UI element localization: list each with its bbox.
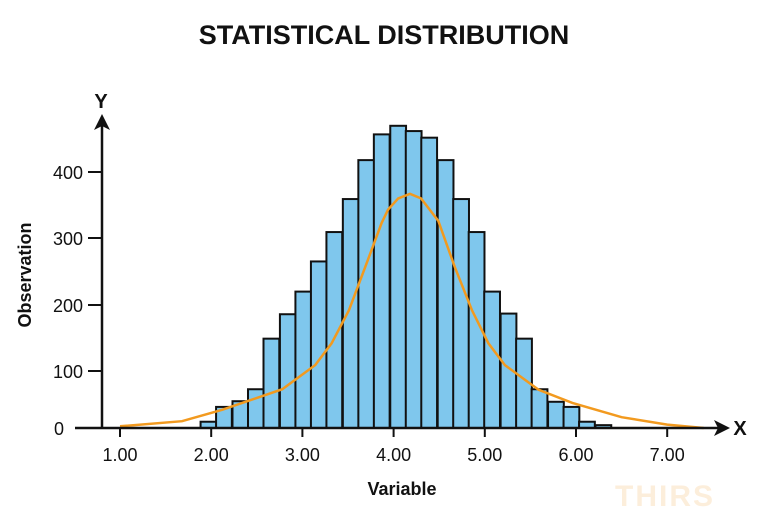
histogram-bar bbox=[372, 133, 391, 429]
y-axis-title: Observation bbox=[15, 222, 35, 327]
y-ticks: 0 100 200 300 400 bbox=[53, 163, 102, 439]
x-tick-label: 5.00 bbox=[467, 445, 502, 465]
histogram-bar bbox=[436, 159, 455, 429]
histogram-bar bbox=[294, 290, 313, 429]
watermark-text: THIRS bbox=[615, 480, 715, 512]
histogram-bar bbox=[404, 130, 423, 430]
x-tick-label: 3.00 bbox=[285, 445, 320, 465]
y-tick-label: 200 bbox=[53, 296, 83, 316]
histogram-bar bbox=[278, 313, 297, 429]
x-tick-label: 4.00 bbox=[376, 445, 411, 465]
x-tick-label: 7.00 bbox=[650, 445, 685, 465]
bars-group bbox=[199, 124, 613, 430]
histogram-bar bbox=[357, 159, 376, 429]
histogram-bar bbox=[420, 136, 439, 429]
x-ticks: 1.00 2.00 3.00 4.00 5.00 6.00 7.00 bbox=[102, 428, 685, 465]
histogram-bar bbox=[530, 388, 549, 429]
y-tick-label: 0 bbox=[54, 419, 64, 439]
histogram-bar bbox=[389, 124, 408, 430]
y-tick-label: 100 bbox=[53, 362, 83, 382]
watermark-logo: THIRS bbox=[615, 480, 715, 512]
x-axis-letter: X bbox=[733, 418, 747, 440]
y-axis-letter: Y bbox=[94, 91, 108, 113]
histogram-bar bbox=[483, 290, 501, 429]
histogram-bar bbox=[262, 337, 281, 429]
y-tick-label: 400 bbox=[53, 163, 83, 183]
x-tick-label: 1.00 bbox=[102, 445, 137, 465]
histogram-bar bbox=[341, 198, 360, 429]
histogram-bar bbox=[562, 405, 581, 430]
y-tick-label: 300 bbox=[53, 229, 83, 249]
histogram-bar bbox=[452, 198, 470, 429]
histogram-bar bbox=[309, 260, 328, 430]
x-tick-label: 2.00 bbox=[194, 445, 229, 465]
x-tick-label: 6.00 bbox=[558, 445, 593, 465]
histogram-bar bbox=[547, 400, 565, 429]
x-axis-arrow-icon bbox=[714, 420, 730, 436]
x-axis-title: Variable bbox=[367, 479, 436, 499]
density-curve bbox=[119, 192, 704, 430]
chart-title: STATISTICAL DISTRIBUTION bbox=[198, 20, 570, 50]
y-axis-arrow-icon bbox=[94, 114, 110, 130]
